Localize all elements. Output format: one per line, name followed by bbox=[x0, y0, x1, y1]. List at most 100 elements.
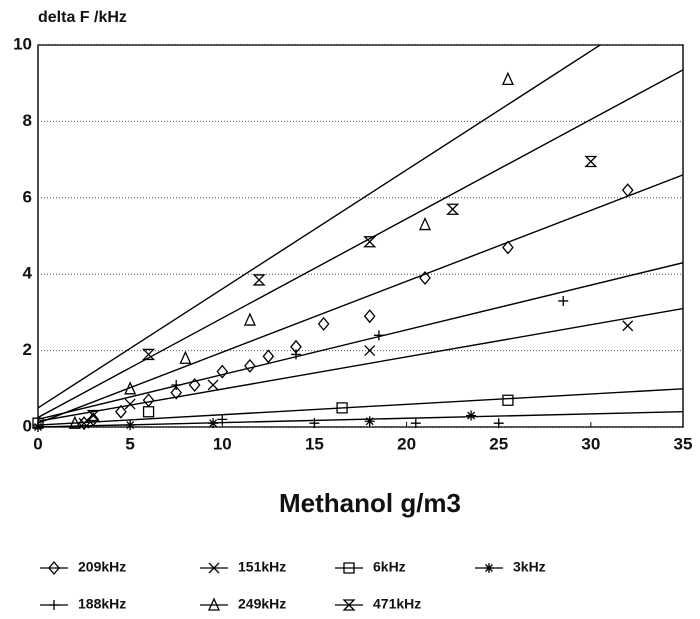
data-point bbox=[317, 316, 330, 331]
data-point bbox=[262, 349, 275, 364]
plot-frame bbox=[37, 44, 684, 428]
data-point bbox=[87, 412, 100, 427]
marker-shape bbox=[142, 393, 155, 408]
data-point bbox=[170, 385, 183, 400]
data-point bbox=[501, 71, 514, 86]
legend-label: 209kHz bbox=[78, 559, 126, 575]
data-point bbox=[142, 406, 155, 418]
y-tick-label: 0 bbox=[23, 416, 32, 435]
data-point bbox=[363, 236, 377, 248]
marker-shape bbox=[493, 418, 504, 429]
marker-shape bbox=[363, 236, 377, 248]
legend-item: 471kHz bbox=[335, 596, 421, 612]
data-point bbox=[125, 420, 136, 431]
data-point bbox=[466, 410, 477, 421]
data-point bbox=[208, 418, 219, 429]
marker-shape bbox=[115, 404, 127, 419]
x-axis-label: Methanol g/m3 bbox=[279, 488, 461, 518]
x-tick-label: 20 bbox=[397, 434, 416, 453]
marker-shape bbox=[309, 418, 320, 429]
legend-item: 209kHz bbox=[40, 559, 126, 576]
data-point bbox=[622, 320, 634, 332]
x-tick-label: 35 bbox=[674, 434, 693, 453]
fit-line bbox=[38, 388, 683, 426]
marker-shape bbox=[466, 410, 477, 421]
fit-line bbox=[38, 45, 602, 409]
marker-shape bbox=[87, 412, 100, 427]
data-point bbox=[207, 379, 219, 391]
marker-shape bbox=[207, 597, 221, 611]
marker-shape bbox=[622, 320, 634, 332]
x-tick-label: 5 bbox=[125, 434, 134, 453]
data-point bbox=[216, 364, 229, 379]
data-point bbox=[584, 155, 598, 168]
y-axis-label: delta F /kHz bbox=[38, 9, 127, 26]
x-tick-label: 30 bbox=[581, 434, 600, 453]
fit-line bbox=[38, 262, 683, 421]
marker-shape bbox=[502, 240, 514, 255]
data-point bbox=[502, 240, 514, 255]
marker-shape bbox=[68, 415, 81, 429]
data-point bbox=[171, 379, 182, 390]
y-tick-label: 10 bbox=[13, 34, 32, 53]
marker-shape bbox=[217, 414, 228, 425]
data-point bbox=[142, 348, 156, 361]
marker-shape bbox=[142, 406, 155, 418]
data-point bbox=[621, 183, 634, 198]
marker-shape bbox=[49, 600, 59, 610]
legend-label: 6kHz bbox=[373, 559, 406, 575]
data-point bbox=[115, 404, 127, 419]
marker-shape bbox=[124, 381, 137, 395]
y-tick-label: 2 bbox=[23, 340, 32, 359]
marker-shape bbox=[124, 398, 136, 410]
marker-shape bbox=[410, 418, 421, 429]
data-point bbox=[78, 417, 90, 429]
data-point bbox=[558, 295, 569, 306]
marker-shape bbox=[584, 155, 598, 168]
marker-shape bbox=[188, 377, 201, 392]
data-point bbox=[419, 271, 431, 286]
data-point bbox=[86, 409, 100, 422]
data-point bbox=[179, 350, 192, 364]
marker-shape bbox=[418, 216, 432, 231]
marker-shape bbox=[207, 379, 219, 391]
marker-shape bbox=[363, 309, 376, 324]
marker-shape bbox=[373, 330, 384, 341]
plot-area bbox=[38, 45, 683, 427]
legend-item: 6kHz bbox=[335, 559, 406, 575]
data-point bbox=[188, 377, 201, 392]
marker-shape bbox=[142, 348, 156, 361]
y-tick-label: 4 bbox=[23, 264, 33, 283]
marker-shape bbox=[343, 562, 355, 574]
y-tick-label: 6 bbox=[23, 187, 32, 206]
marker-shape bbox=[216, 364, 229, 379]
marker-shape bbox=[179, 350, 192, 364]
marker-shape bbox=[86, 409, 100, 422]
legend-item: 249kHz bbox=[200, 596, 286, 612]
legend-item: 3kHz bbox=[475, 559, 546, 575]
x-tick-label: 0 bbox=[33, 434, 42, 453]
data-point bbox=[493, 418, 504, 429]
legend-label: 471kHz bbox=[373, 596, 421, 612]
legend-item: 151kHz bbox=[200, 559, 286, 575]
legend-label: 3kHz bbox=[513, 559, 546, 575]
marker-shape bbox=[621, 183, 634, 198]
data-point bbox=[418, 216, 432, 231]
y-tick-label: 8 bbox=[23, 111, 32, 130]
data-point bbox=[243, 312, 256, 326]
marker-shape bbox=[33, 420, 43, 431]
legend-item: 188kHz bbox=[40, 596, 126, 612]
marker-shape bbox=[171, 379, 182, 390]
marker-shape bbox=[252, 274, 266, 286]
fit-line bbox=[38, 411, 683, 427]
fit-line bbox=[38, 174, 683, 424]
x-tick-label: 10 bbox=[213, 434, 232, 453]
data-point bbox=[33, 420, 43, 431]
marker-shape bbox=[336, 402, 348, 414]
x-tick-label: 15 bbox=[305, 434, 324, 453]
marker-shape bbox=[364, 345, 376, 357]
legend-label: 188kHz bbox=[78, 596, 126, 612]
marker-shape bbox=[208, 418, 219, 429]
marker-shape bbox=[78, 417, 90, 429]
